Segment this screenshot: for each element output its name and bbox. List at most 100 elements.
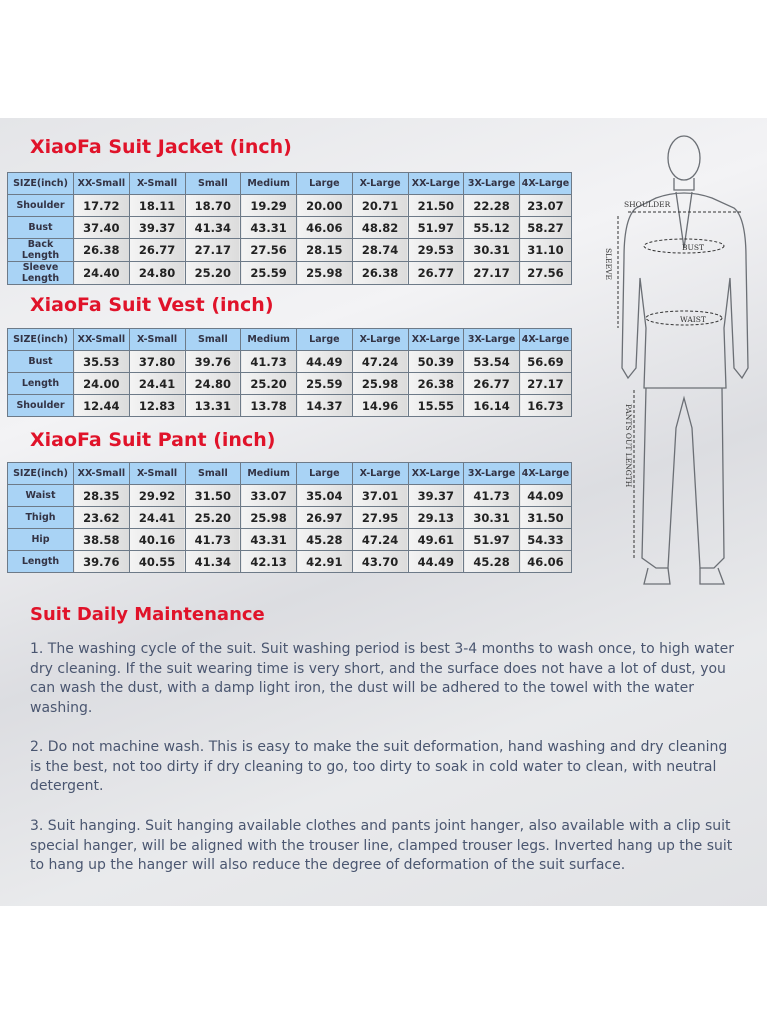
value-cell: 14.96 (351, 394, 409, 417)
value-cell: 44.09 (519, 484, 572, 507)
row-label: Back Length (7, 238, 74, 262)
row-label: Length (7, 550, 74, 573)
value-cell: 31.50 (184, 484, 242, 507)
size-header-cell: XX-Large (407, 172, 465, 195)
jacket-size-table: SIZE(inch) XX-Small X-Small Small Medium Larg… (7, 172, 572, 285)
table-header-row: SIZE(inch) XX-Small X-Small Small Medium Larg… (7, 462, 572, 485)
value-cell: 56.69 (519, 350, 572, 373)
table-row: Shoulder 17.72 18.11 18.70 19.29 20.00 20.71 21… (7, 194, 572, 217)
value-cell: 37.80 (128, 350, 186, 373)
value-cell: 41.73 (184, 528, 242, 551)
table-row: Hip 38.58 40.16 41.73 43.31 45.28 47.24 49.61 51… (7, 528, 572, 551)
value-cell: 55.12 (463, 216, 520, 239)
value-cell: 31.50 (519, 506, 572, 529)
value-cell: 26.97 (296, 506, 353, 529)
value-cell: 31.10 (519, 238, 572, 262)
value-cell: 20.71 (351, 194, 409, 217)
value-cell: 47.24 (351, 350, 409, 373)
maintenance-paragraph-2: 2. Do not machine wash. This is easy to … (30, 739, 728, 794)
table-row: Waist 28.35 29.92 31.50 33.07 35.04 37.01 39.37… (7, 484, 572, 507)
value-cell: 38.58 (73, 528, 130, 551)
table-row: Length 39.76 40.55 41.34 42.13 42.91 43.70 44.4… (7, 550, 572, 573)
value-cell: 40.16 (128, 528, 186, 551)
row-label: Bust (7, 350, 74, 373)
size-header-cell: X-Small (128, 462, 186, 485)
value-cell: 26.77 (407, 261, 465, 285)
value-cell: 37.01 (351, 484, 409, 507)
size-header-cell: X-Large (351, 328, 409, 351)
pants-length-label: PANTS OUT LENGTH (624, 404, 633, 488)
value-cell: 12.83 (128, 394, 186, 417)
value-cell: 45.28 (296, 528, 353, 551)
value-cell: 51.97 (407, 216, 465, 239)
value-cell: 27.56 (240, 238, 297, 262)
value-cell: 40.55 (128, 550, 186, 573)
value-cell: 24.41 (128, 372, 186, 395)
value-cell: 21.50 (407, 194, 465, 217)
value-cell: 24.80 (128, 261, 186, 285)
value-cell: 42.13 (240, 550, 297, 573)
value-cell: 39.76 (184, 350, 242, 373)
value-cell: 25.59 (296, 372, 353, 395)
value-cell: 30.31 (463, 238, 520, 262)
suit-measurement-figure: SHOULDER BUST WAIST SLEEVE PANTS OUT LEN… (604, 135, 749, 585)
value-cell: 46.06 (519, 550, 572, 573)
value-cell: 28.74 (351, 238, 409, 262)
value-cell: 25.98 (296, 261, 353, 285)
size-header-cell: XX-Small (73, 462, 130, 485)
size-header-cell: 4X-Large (519, 172, 572, 195)
table-row: Shoulder 12.44 12.83 13.31 13.78 14.37 14.96 15… (7, 394, 572, 417)
table-row: Back Length 26.38 26.77 27.17 27.56 28.15 28.7… (7, 238, 572, 262)
header-cell: SIZE(inch) (7, 328, 74, 351)
value-cell: 43.31 (240, 216, 297, 239)
value-cell: 42.91 (296, 550, 353, 573)
size-header-cell: X-Large (351, 462, 409, 485)
value-cell: 50.39 (407, 350, 465, 373)
value-cell: 39.37 (128, 216, 186, 239)
size-header-cell: 4X-Large (519, 328, 572, 351)
value-cell: 45.28 (463, 550, 520, 573)
row-label: Hip (7, 528, 74, 551)
size-header-cell: XX-Large (407, 328, 465, 351)
value-cell: 26.38 (351, 261, 409, 285)
value-cell: 25.20 (184, 261, 242, 285)
value-cell: 22.28 (463, 194, 520, 217)
row-label: Sleeve Length (7, 261, 74, 285)
value-cell: 30.31 (463, 506, 520, 529)
value-cell: 43.31 (240, 528, 297, 551)
header-cell: SIZE(inch) (7, 462, 74, 485)
value-cell: 27.17 (519, 372, 572, 395)
size-header-cell: 3X-Large (463, 462, 520, 485)
size-header-cell: Medium (240, 462, 297, 485)
value-cell: 27.17 (184, 238, 242, 262)
size-header-cell: Small (184, 462, 242, 485)
value-cell: 26.38 (73, 238, 130, 262)
value-cell: 25.59 (240, 261, 297, 285)
maintenance-paragraph-3: 3. Suit hanging. Suit hanging available … (30, 818, 733, 873)
value-cell: 27.56 (519, 261, 572, 285)
pant-size-table: SIZE(inch) XX-Small X-Small Small Medium Larg… (7, 462, 572, 573)
bust-label: BUST (682, 243, 704, 252)
waist-label: WAIST (680, 315, 706, 324)
table-row: Length 24.00 24.41 24.80 25.20 25.59 25.98 26.3… (7, 372, 572, 395)
value-cell: 39.76 (73, 550, 130, 573)
table-header-row: SIZE(inch) XX-Small X-Small Small Medium Larg… (7, 172, 572, 195)
size-header-cell: XX-Small (73, 172, 130, 195)
value-cell: 54.33 (519, 528, 572, 551)
size-header-cell: XX-Small (73, 328, 130, 351)
value-cell: 27.95 (351, 506, 409, 529)
row-label: Shoulder (7, 194, 74, 217)
value-cell: 43.70 (351, 550, 409, 573)
value-cell: 41.34 (184, 216, 242, 239)
row-label: Thigh (7, 506, 74, 529)
value-cell: 17.72 (73, 194, 130, 217)
maintenance-title: Suit Daily Maintenance (30, 604, 265, 625)
value-cell: 26.77 (463, 372, 520, 395)
size-header-cell: X-Small (128, 172, 186, 195)
table-row: Sleeve Length 24.40 24.80 25.20 25.59 25.98 26… (7, 261, 572, 285)
row-label: Waist (7, 484, 74, 507)
value-cell: 26.38 (407, 372, 465, 395)
vest-title: XiaoFa Suit Vest (inch) (30, 294, 274, 316)
size-header-cell: X-Small (128, 328, 186, 351)
value-cell: 25.98 (240, 506, 297, 529)
